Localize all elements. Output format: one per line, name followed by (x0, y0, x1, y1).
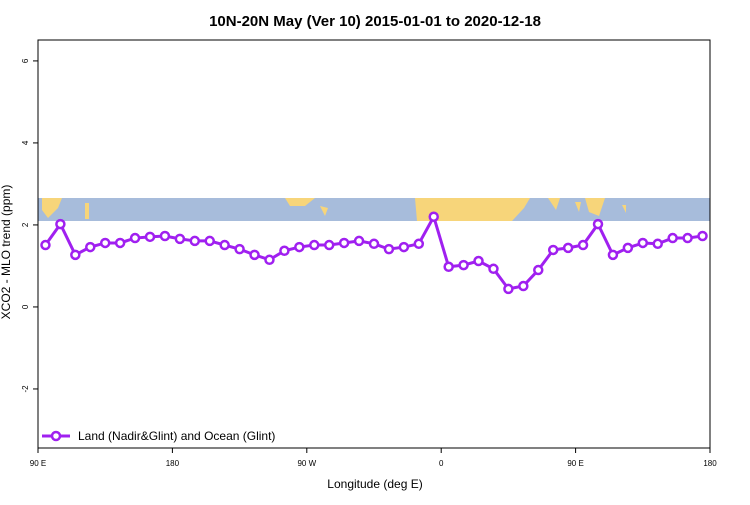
y-tick-label: 0 (21, 304, 30, 309)
legend-label: Land (Nadir&Glint) and Ocean (Glint) (78, 429, 275, 443)
x-tick-label: 90 E (30, 459, 46, 468)
data-point (338, 237, 350, 249)
data-point (652, 238, 663, 250)
series-line (44, 212, 703, 291)
x-tick-label: 180 (166, 459, 180, 468)
data-point (562, 242, 574, 254)
data-point (458, 259, 469, 271)
data-point (234, 243, 245, 255)
data-point (368, 238, 380, 250)
y-tick-label: -2 (21, 385, 30, 393)
data-point (533, 264, 544, 276)
data-point (353, 235, 365, 247)
data-point (99, 237, 111, 249)
data-point (667, 232, 678, 244)
data-point (622, 242, 634, 254)
map-strip (38, 198, 710, 221)
chart-title: 10N-20N May (Ver 10) 2015-01-01 to 2020-… (209, 13, 541, 30)
data-point (144, 231, 156, 243)
y-tick-label: 2 (21, 222, 30, 227)
legend-marker (50, 430, 62, 442)
plot-frame (37, 39, 711, 449)
data-point (323, 239, 335, 251)
x-tick-label: 0 (439, 459, 444, 468)
data-point (114, 237, 126, 249)
data-point (607, 249, 619, 261)
y-tick-label: 6 (21, 58, 30, 63)
data-point (428, 211, 439, 222)
data-point (294, 241, 305, 253)
data-point (592, 218, 604, 230)
data-point (518, 280, 529, 292)
data-point (70, 249, 81, 261)
x-tick-label: 180 (703, 459, 717, 468)
x-tick-label: 90 E (567, 459, 583, 468)
data-point (174, 233, 186, 245)
data-point (682, 232, 693, 244)
data-point (309, 239, 320, 251)
data-point (398, 241, 410, 253)
x-tick-label: 90 W (297, 459, 316, 468)
data-point (473, 255, 484, 267)
data-point (264, 254, 275, 266)
data-point (637, 237, 649, 249)
data-point (279, 245, 290, 257)
data-point (249, 249, 260, 261)
data-point (40, 239, 51, 251)
data-point (503, 283, 514, 295)
data-point (383, 243, 395, 255)
data-point (85, 241, 96, 253)
data-point (443, 261, 454, 273)
data-point (577, 239, 589, 251)
data-point (129, 232, 141, 244)
data-point (189, 235, 201, 247)
x-axis-label: Longitude (deg E) (327, 477, 422, 491)
data-point (204, 235, 215, 247)
data-point (159, 230, 171, 242)
y-axis-label: XCO2 - MLO trend (ppm) (0, 185, 13, 320)
y-tick-label: 4 (21, 140, 30, 145)
data-point (413, 238, 425, 250)
data-point (219, 239, 230, 251)
data-point (697, 230, 708, 242)
data-point (547, 244, 559, 256)
data-point (488, 263, 499, 275)
data-point (55, 218, 66, 230)
